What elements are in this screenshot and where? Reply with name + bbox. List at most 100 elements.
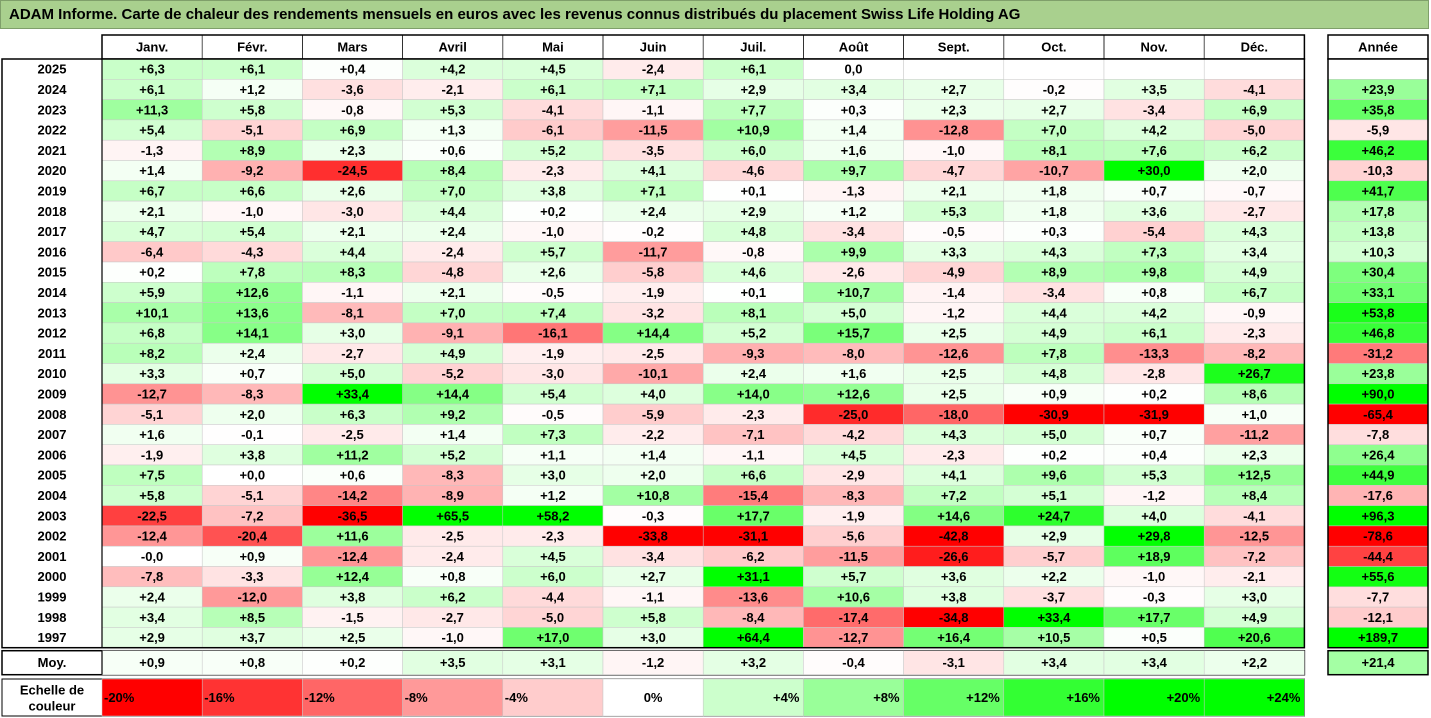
heat-cell-value: -8,0 bbox=[842, 346, 864, 361]
annual-cell-value: -10,3 bbox=[1363, 163, 1393, 178]
heat-cell-value: +6,1 bbox=[239, 62, 265, 77]
heat-cell-value: +7,1 bbox=[640, 183, 666, 198]
annual-cell-value: -7,8 bbox=[1367, 427, 1389, 442]
heat-cell-value: -4,4 bbox=[542, 589, 565, 604]
row-year-label: 2025 bbox=[38, 62, 67, 77]
heat-cell-value: +8,4 bbox=[1241, 488, 1267, 503]
heat-cell-value: -4,3 bbox=[241, 244, 263, 259]
heat-cell-value: -0,9 bbox=[1243, 305, 1265, 320]
heat-cell-value: +4,2 bbox=[440, 62, 466, 77]
heat-cell-value: +6,0 bbox=[540, 569, 566, 584]
heat-cell-value: +24,7 bbox=[1037, 508, 1070, 523]
heat-cell-value: -0,3 bbox=[642, 508, 664, 523]
heat-cell-value: -2,9 bbox=[842, 468, 864, 483]
heat-cell-value: +7,2 bbox=[941, 488, 967, 503]
annual-cell-value: -17,6 bbox=[1363, 488, 1393, 503]
heat-cell bbox=[1203, 58, 1305, 80]
annual-frame bbox=[1327, 58, 1429, 649]
heat-cell-value: -4,2 bbox=[842, 427, 864, 442]
heat-cell-value: +0,2 bbox=[540, 204, 566, 219]
heat-cell-value: +64,4 bbox=[737, 630, 771, 645]
heat-cell-value: +8,2 bbox=[139, 346, 165, 361]
average-annual-cell bbox=[1327, 649, 1429, 676]
month-header-label: Juil. bbox=[740, 40, 766, 55]
average-cell-value: -3,1 bbox=[942, 655, 964, 670]
heat-cell-value: +5,9 bbox=[139, 285, 165, 300]
heat-cell-value: -8,2 bbox=[1243, 346, 1265, 361]
heat-cell-value: -0,2 bbox=[642, 224, 664, 239]
heat-cell-value: +1,4 bbox=[440, 427, 466, 442]
heat-cell-value: +6,1 bbox=[540, 82, 566, 97]
month-header-label: Juin bbox=[640, 40, 667, 55]
heat-cell-value: -2,3 bbox=[542, 163, 564, 178]
heat-cell-value: -3,4 bbox=[1043, 285, 1066, 300]
annual-cell-value: +96,3 bbox=[1362, 508, 1395, 523]
heat-cell-value: +2,4 bbox=[139, 589, 165, 604]
heat-cell-value: -8,3 bbox=[441, 468, 463, 483]
scale-swatch bbox=[502, 678, 604, 717]
heat-cell-value: +10,1 bbox=[136, 305, 169, 320]
heat-cell-value: +10,5 bbox=[1037, 630, 1070, 645]
heat-cell-value: +10,8 bbox=[637, 488, 670, 503]
annual-cell bbox=[1327, 58, 1429, 80]
heat-cell-value: +0,2 bbox=[1041, 447, 1067, 462]
heat-cell-value: -1,0 bbox=[542, 224, 564, 239]
average-row-label: Moy. bbox=[38, 655, 67, 670]
heat-cell-value: -5,0 bbox=[542, 610, 564, 625]
heat-cell-value: +8,9 bbox=[1041, 265, 1067, 280]
scale-step-label: 0% bbox=[644, 690, 663, 705]
year-column-label: Année bbox=[1358, 40, 1398, 55]
heat-cell-value: +1,3 bbox=[440, 123, 466, 138]
heat-cell-value: +8,1 bbox=[740, 305, 766, 320]
average-cell-value: +3,4 bbox=[1141, 655, 1167, 670]
scale-step-label: +20% bbox=[1167, 690, 1201, 705]
average-cell bbox=[302, 650, 403, 675]
annual-cell-value: +23,8 bbox=[1362, 366, 1395, 381]
heat-cell-value: +8,1 bbox=[1041, 143, 1067, 158]
row-year-label: 2023 bbox=[38, 102, 67, 117]
heat-cell-value: +6,9 bbox=[340, 123, 366, 138]
heat-cell-value: -7,1 bbox=[742, 427, 764, 442]
row-year-label: 1999 bbox=[38, 589, 67, 604]
heat-cell-value: +4,9 bbox=[440, 346, 466, 361]
annual-cell-value: +10,3 bbox=[1362, 244, 1395, 259]
heat-cell-value: +1,6 bbox=[841, 143, 867, 158]
heat-cell-value: +0,2 bbox=[139, 265, 165, 280]
heat-cell-value: +0,6 bbox=[340, 468, 366, 483]
heat-cell-value: -4,8 bbox=[441, 265, 463, 280]
annual-cell-value: +46,2 bbox=[1362, 143, 1395, 158]
heat-cell-value: +7,8 bbox=[239, 265, 265, 280]
heat-cell-value: +11,3 bbox=[136, 102, 168, 117]
heat-cell-value: -12,6 bbox=[939, 346, 969, 361]
heat-cell-value: -12,7 bbox=[137, 386, 167, 401]
chart-title: ADAM Informe. Carte de chaleur des rende… bbox=[0, 0, 1429, 29]
heat-cell-value: -3,7 bbox=[1043, 589, 1065, 604]
heat-cell-value: -1,4 bbox=[942, 285, 965, 300]
heat-cell-value: -1,0 bbox=[1143, 569, 1165, 584]
heat-cell-value: +2,1 bbox=[139, 204, 165, 219]
heat-cell-value: +1,2 bbox=[239, 82, 265, 97]
heat-cell-value: +8,3 bbox=[340, 265, 366, 280]
heat-cell-value: +4,0 bbox=[1141, 508, 1167, 523]
heat-cell-value: -42,8 bbox=[939, 529, 969, 544]
heat-cell-value: -0,5 bbox=[542, 407, 564, 422]
heat-cell-value: -12,7 bbox=[839, 630, 869, 645]
heat-cell-value: -0,0 bbox=[141, 549, 163, 564]
heat-cell-value: +9,6 bbox=[1041, 468, 1067, 483]
heat-cell bbox=[1003, 58, 1105, 80]
heat-cell-value: +1,2 bbox=[841, 204, 867, 219]
heat-cell-value: -3,4 bbox=[642, 549, 665, 564]
heat-cell-value: +2,4 bbox=[740, 366, 766, 381]
heat-cell-value: +5,8 bbox=[640, 610, 666, 625]
heat-cell-value: -13,3 bbox=[1139, 346, 1169, 361]
heat-cell-value: -1,2 bbox=[1143, 488, 1165, 503]
heat-cell-value: +2,9 bbox=[1041, 529, 1067, 544]
heat-cell-value: -5,1 bbox=[241, 123, 263, 138]
heat-cell bbox=[903, 58, 1005, 80]
heat-cell-value: +6,7 bbox=[1241, 285, 1267, 300]
heat-cell-value: -1,3 bbox=[842, 183, 864, 198]
heat-cell-value: +4,3 bbox=[1041, 244, 1067, 259]
heat-cell-value: +2,9 bbox=[139, 630, 165, 645]
heat-cell-value: +14,6 bbox=[937, 508, 970, 523]
